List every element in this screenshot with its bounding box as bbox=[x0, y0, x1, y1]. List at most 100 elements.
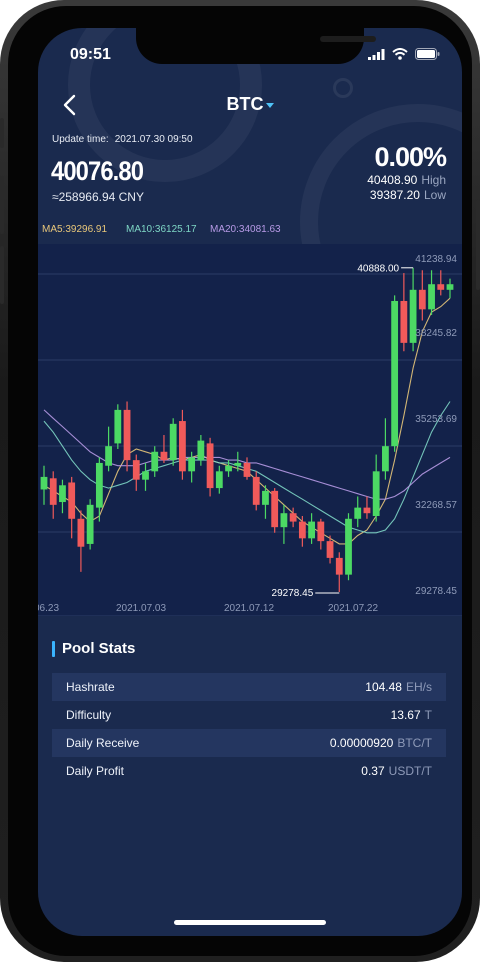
candle-up bbox=[105, 446, 112, 466]
candle-down bbox=[123, 409, 131, 461]
symbol-selector[interactable]: BTC bbox=[38, 94, 462, 115]
last-price: 40076.80 bbox=[51, 156, 144, 186]
stat-label: Difficulty bbox=[66, 708, 112, 722]
candle-up bbox=[86, 504, 94, 544]
home-indicator[interactable] bbox=[174, 920, 326, 925]
power-button bbox=[476, 200, 480, 290]
candle-down bbox=[317, 521, 325, 542]
candle-up bbox=[446, 284, 454, 290]
candle-down bbox=[49, 478, 57, 505]
chevron-down-icon bbox=[265, 102, 274, 108]
candlestick-chart[interactable]: 41238.94 38245.82 35253.69 32268.57 29278.45… bbox=[38, 244, 462, 617]
candle-up bbox=[372, 471, 380, 516]
stat-row: Difficulty 13.67 T bbox=[52, 701, 446, 729]
stat-row: Hashrate 104.48 EH/s bbox=[52, 673, 446, 701]
ma20-label: MA20:34081.63 bbox=[210, 224, 281, 235]
max-marker-label: 40888.00 bbox=[357, 263, 399, 274]
y-axis-label: 29278.45 bbox=[415, 586, 457, 597]
candle-up bbox=[225, 465, 232, 472]
x-axis-label: 2021.07.03 bbox=[116, 603, 166, 614]
candle-up bbox=[345, 518, 352, 575]
candle-down bbox=[289, 513, 297, 522]
y-axis-label: 38245.82 bbox=[415, 328, 457, 339]
symbol-label: BTC bbox=[226, 94, 264, 114]
candle-down bbox=[271, 490, 279, 528]
speaker bbox=[320, 36, 376, 42]
candle-down bbox=[68, 482, 76, 519]
candle-down bbox=[160, 451, 168, 461]
candle-up bbox=[382, 446, 389, 472]
update-time-label: Update time: bbox=[52, 134, 109, 145]
stat-number: 0.37 bbox=[361, 764, 385, 778]
min-marker-label: 29278.45 bbox=[272, 588, 314, 599]
low-price-row: 39387.20 Low bbox=[370, 188, 446, 202]
candle-down bbox=[206, 443, 214, 489]
stat-label: Daily Profit bbox=[66, 764, 125, 778]
status-icons bbox=[368, 48, 440, 60]
high-price: 40408.90 bbox=[367, 173, 418, 187]
stat-value: 0.37 USDT/T bbox=[361, 764, 432, 778]
stat-unit: BTC/T bbox=[397, 736, 432, 750]
pool-stats-heading: Pool Stats bbox=[62, 640, 136, 657]
battery-icon bbox=[415, 48, 440, 60]
status-time: 09:51 bbox=[70, 46, 111, 63]
ma10-label: MA10:36125.17 bbox=[126, 224, 197, 235]
price-cny: ≈258966.94 CNY bbox=[52, 190, 144, 204]
candle-down bbox=[363, 507, 371, 514]
notch bbox=[136, 28, 376, 64]
stat-row: Daily Profit 0.37 USDT/T bbox=[52, 757, 446, 785]
candle-up bbox=[234, 462, 242, 466]
back-icon[interactable] bbox=[56, 90, 86, 120]
candle-up bbox=[151, 451, 159, 472]
candle-up bbox=[354, 507, 362, 519]
low-price: 39387.20 bbox=[369, 188, 420, 202]
high-price-row: 40408.90 High bbox=[367, 173, 446, 187]
candle-down bbox=[400, 300, 408, 343]
section-accent bbox=[52, 640, 55, 657]
stat-label: Hashrate bbox=[66, 680, 115, 694]
candle-up bbox=[197, 440, 205, 461]
candle-up bbox=[391, 300, 399, 447]
candle-down bbox=[335, 557, 343, 575]
candle-up bbox=[40, 476, 48, 490]
candle-up bbox=[142, 471, 149, 480]
stat-label: Daily Receive bbox=[66, 736, 140, 750]
x-axis-label: 2021.07.22 bbox=[328, 603, 378, 614]
stat-number: 0.00000920 bbox=[329, 736, 394, 750]
candle-down bbox=[243, 462, 251, 477]
signal-icon bbox=[368, 49, 385, 60]
candle-down bbox=[77, 518, 85, 547]
candle-up bbox=[114, 409, 122, 444]
candle-up bbox=[280, 513, 288, 528]
change-percent: 0.00% bbox=[374, 142, 447, 172]
candle-down bbox=[132, 460, 140, 480]
candle-up bbox=[188, 457, 196, 472]
mute-switch bbox=[0, 118, 4, 148]
candle-down bbox=[252, 476, 260, 505]
candle-up bbox=[215, 471, 223, 489]
stat-value: 104.48 EH/s bbox=[365, 680, 432, 694]
candle-up bbox=[428, 284, 435, 310]
candle-down bbox=[418, 289, 426, 310]
candle-up bbox=[308, 521, 315, 539]
stat-unit: EH/s bbox=[405, 680, 432, 694]
y-axis-label: 41238.94 bbox=[415, 254, 457, 265]
candle-up bbox=[169, 423, 177, 461]
stat-value: 13.67 T bbox=[391, 708, 432, 722]
stat-row: Daily Receive 0.00000920 BTC/T bbox=[52, 729, 446, 757]
price-chart[interactable]: 41238.94 38245.82 35253.69 32268.57 29278.45… bbox=[38, 244, 462, 617]
wifi-icon bbox=[392, 48, 408, 60]
stat-unit: USDT/T bbox=[388, 764, 432, 778]
stat-unit: T bbox=[424, 708, 432, 722]
background-decoration bbox=[333, 78, 353, 98]
candle-up bbox=[59, 485, 66, 503]
x-axis-label: 06.23 bbox=[38, 603, 59, 614]
candle-down bbox=[437, 284, 445, 290]
candle-up bbox=[262, 490, 269, 505]
ma5-label: MA5:39296.91 bbox=[42, 224, 108, 235]
stat-number: 13.67 bbox=[390, 708, 421, 722]
pool-stats-title: Pool Stats bbox=[52, 640, 135, 657]
update-time: Update time: 2021.07.30 09:50 bbox=[52, 134, 199, 145]
volume-up-button bbox=[0, 176, 4, 234]
